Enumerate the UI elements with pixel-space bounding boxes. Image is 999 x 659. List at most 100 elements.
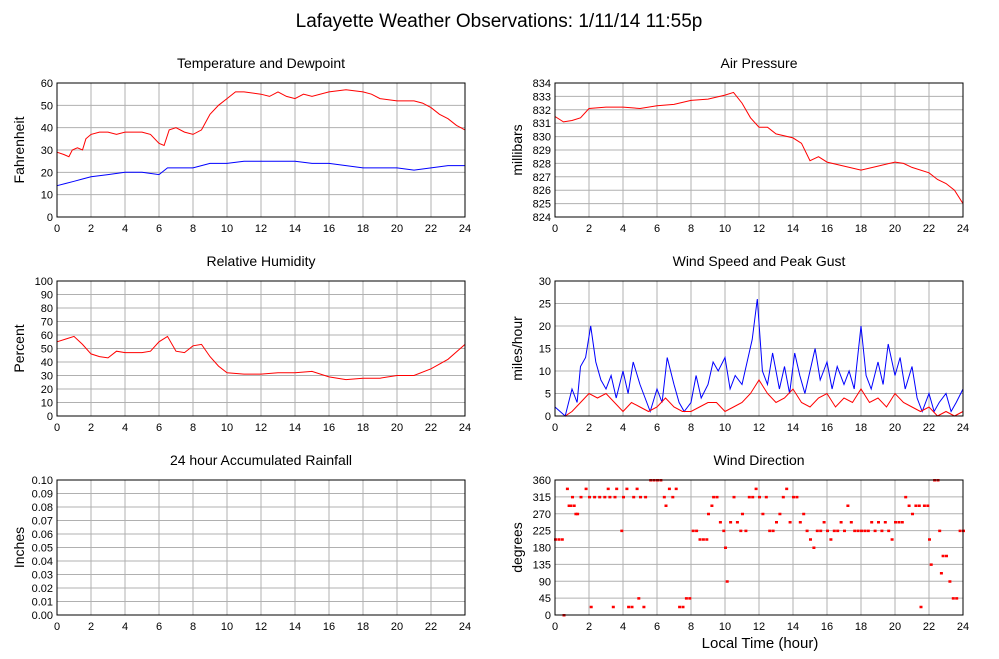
x-tick-label: 16 xyxy=(323,422,335,434)
data-point xyxy=(843,529,846,533)
data-point xyxy=(613,495,617,499)
y-tick-label: 0.02 xyxy=(32,583,53,595)
y-tick-label: 135 xyxy=(533,559,551,571)
data-point xyxy=(695,529,699,533)
data-point xyxy=(939,572,943,575)
y-tick-label: 40 xyxy=(41,123,53,135)
y-axis-label: Fahrenheit xyxy=(11,116,27,183)
data-point xyxy=(569,504,573,507)
data-point xyxy=(802,512,806,516)
x-tick-label: 12 xyxy=(753,621,765,633)
data-point xyxy=(744,529,748,533)
data-point xyxy=(900,521,904,524)
data-point xyxy=(955,597,959,600)
x-tick-label: 24 xyxy=(459,621,471,633)
x-tick-label: 14 xyxy=(289,223,301,235)
x-tick-label: 22 xyxy=(425,422,437,434)
data-point xyxy=(785,487,789,491)
y-tick-label: 824 xyxy=(533,212,551,224)
data-point xyxy=(887,529,891,533)
y-tick-label: 0.04 xyxy=(32,556,53,568)
data-point xyxy=(620,529,624,533)
y-tick-label: 20 xyxy=(41,167,53,179)
data-point xyxy=(873,529,877,533)
x-tick-label: 14 xyxy=(289,422,301,434)
x-tick-label: 8 xyxy=(688,422,694,434)
data-point xyxy=(632,495,636,499)
data-point xyxy=(606,487,610,491)
x-tick-label: 14 xyxy=(787,223,799,235)
data-point xyxy=(809,538,812,541)
data-point xyxy=(761,512,765,516)
y-axis-label: degrees xyxy=(509,522,525,573)
x-tick-label: 2 xyxy=(88,223,94,235)
data-point xyxy=(718,521,722,524)
series-line xyxy=(554,91,964,204)
data-point xyxy=(805,529,809,533)
data-point xyxy=(571,495,574,499)
x-tick-label: 10 xyxy=(719,621,731,633)
data-point xyxy=(819,529,823,533)
y-tick-label: 0.10 xyxy=(32,475,53,487)
data-point xyxy=(572,504,576,507)
x-tick-label: 6 xyxy=(156,422,162,434)
data-point xyxy=(822,521,826,524)
y-tick-label: 831 xyxy=(533,118,551,130)
data-point xyxy=(642,605,646,609)
data-point xyxy=(914,504,918,507)
data-point xyxy=(705,538,709,541)
data-point xyxy=(826,529,829,533)
plot-frame xyxy=(554,82,964,218)
x-tick-label: 4 xyxy=(122,621,128,633)
data-point xyxy=(684,597,688,600)
data-point xyxy=(917,504,921,507)
y-tick-label: 0 xyxy=(47,411,53,423)
x-tick-label: 2 xyxy=(88,621,94,633)
data-point xyxy=(846,504,850,507)
x-tick-label: 14 xyxy=(787,621,799,633)
data-point xyxy=(853,529,857,533)
data-point xyxy=(688,597,692,600)
data-point xyxy=(860,529,863,533)
data-point xyxy=(678,605,682,609)
x-tick-label: 10 xyxy=(719,223,731,235)
data-point xyxy=(771,529,775,533)
y-tick-label: 90 xyxy=(41,290,53,302)
data-point xyxy=(751,495,755,499)
data-point xyxy=(836,529,840,533)
x-tick-label: 16 xyxy=(821,223,833,235)
x-tick-label: 18 xyxy=(357,223,369,235)
data-point xyxy=(883,521,887,524)
data-point xyxy=(856,529,860,533)
data-point xyxy=(792,495,795,499)
data-point xyxy=(929,563,933,566)
data-point xyxy=(707,512,710,516)
chart-title: Wind Direction xyxy=(713,452,804,468)
data-point xyxy=(747,495,751,499)
y-tick-label: 100 xyxy=(35,276,53,288)
x-tick-label: 22 xyxy=(923,621,935,633)
x-tick-label: 8 xyxy=(190,621,196,633)
chart-rainfall: 0.000.01 0.020.03 0.040.05 0.060.07 0.080.09… xyxy=(11,452,471,633)
x-tick-label: 22 xyxy=(425,223,437,235)
x-tick-label: 6 xyxy=(156,621,162,633)
data-point xyxy=(588,495,591,499)
y-tick-label: 45 xyxy=(539,593,551,605)
data-point xyxy=(815,529,819,533)
data-point xyxy=(698,538,702,541)
x-tick-label: 0 xyxy=(552,422,558,434)
x-tick-label: 8 xyxy=(688,223,694,235)
data-point xyxy=(739,529,743,533)
data-point xyxy=(611,605,615,609)
data-point xyxy=(584,487,588,491)
data-point xyxy=(870,521,874,524)
x-tick-label: 18 xyxy=(855,422,867,434)
x-tick-label: 10 xyxy=(221,422,233,434)
y-tick-label: 270 xyxy=(533,509,551,521)
data-point xyxy=(948,580,952,583)
y-tick-label: 30 xyxy=(41,371,53,383)
data-point xyxy=(951,597,955,600)
data-point xyxy=(701,538,705,541)
data-point xyxy=(630,605,634,609)
x-tick-label: 16 xyxy=(323,223,335,235)
